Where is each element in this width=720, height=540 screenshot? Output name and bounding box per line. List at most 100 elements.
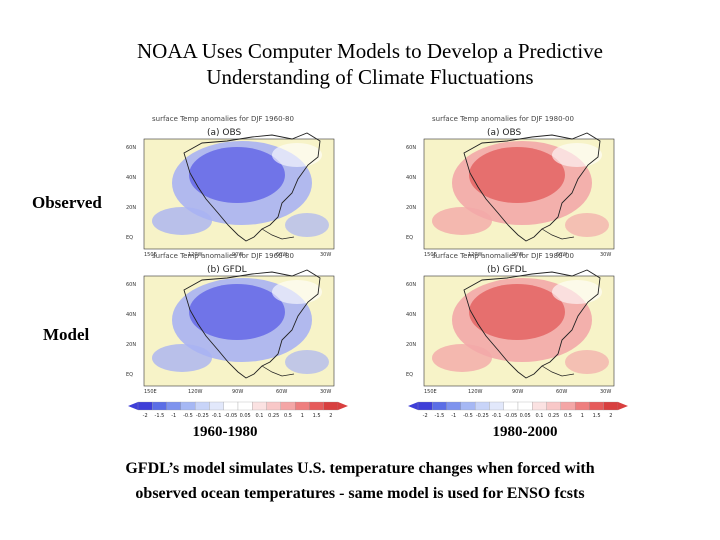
lon-tick-label: 120W xyxy=(188,252,203,258)
caption-line-2: observed ocean temperatures - same model… xyxy=(135,485,585,502)
map-obs-1960-1980: surface Temp anomalies for DJF 1960-80 (a… xyxy=(122,113,342,258)
map-header: surface Temp anomalies for DJF 1960-80 xyxy=(152,252,294,260)
anomaly-region xyxy=(565,350,609,374)
period-right: 1980-2000 xyxy=(492,424,558,440)
anomaly-region xyxy=(552,143,602,167)
colorbar-swatch xyxy=(194,401,210,411)
colorbar-swatch xyxy=(166,401,182,411)
lon-tick-label: 60W xyxy=(276,252,287,258)
map-panel-tag: (b) GFDL xyxy=(207,265,247,275)
map-svg-model-warm: surface Temp anomalies for DJF 1980-00 (b… xyxy=(406,252,615,395)
coastline xyxy=(183,269,321,379)
colorbar-swatch xyxy=(560,401,576,411)
colorbar-swatch xyxy=(209,401,224,411)
lon-tick-label: 120W xyxy=(468,389,483,395)
colorbar-swatch xyxy=(574,401,590,411)
colorbar-swatch xyxy=(152,401,167,411)
anomaly-region xyxy=(272,280,322,304)
map-model-1980-2000: surface Temp anomalies for DJF 1980-00 (b… xyxy=(402,250,622,395)
lon-tick-label: 30W xyxy=(600,252,611,258)
map-header: surface Temp anomalies for DJF 1980-00 xyxy=(432,252,574,260)
anomaly-region xyxy=(552,280,602,304)
colorbar-tick-label: 0.05 xyxy=(520,413,531,418)
colorbar-swatch xyxy=(546,401,562,411)
colorbar-tick-label: -0.25 xyxy=(196,413,209,418)
lon-tick-label: 90W xyxy=(512,252,523,258)
colorbar-swatch xyxy=(294,401,310,411)
row-label-model: Model xyxy=(43,325,90,344)
colorbar-swatch xyxy=(446,401,462,411)
colorbar-swatch xyxy=(309,401,324,411)
anomaly-region xyxy=(432,207,492,235)
map-header: surface Temp anomalies for DJF 1980-00 xyxy=(432,115,574,123)
lat-tick-label: 20N xyxy=(126,342,136,348)
map-svg-obs-warm: surface Temp anomalies for DJF 1980-00 (a… xyxy=(406,115,615,258)
colorbar-arrow-right xyxy=(618,402,628,410)
coastline-caribbean xyxy=(541,365,575,377)
map-panel-tag: (b) GFDL xyxy=(487,265,527,275)
colorbar-swatch xyxy=(517,401,533,411)
lon-tick-label: 90W xyxy=(232,389,243,395)
map-header: surface Temp anomalies for DJF 1960-80 xyxy=(152,115,294,123)
colorbar-tick-label: -2 xyxy=(143,413,148,418)
colorbar-tick-label: -1 xyxy=(451,413,456,418)
lat-tick-label: EQ xyxy=(406,372,413,378)
anomaly-region xyxy=(285,213,329,237)
colorbar-swatch xyxy=(603,401,619,411)
colorbar-right: -2 -1.5 -1 -0.5 -0.25 -0.1 -0.05 0.05 0.1 0.25 0.5… xyxy=(408,398,628,419)
map-panel-tag: (a) OBS xyxy=(487,128,521,138)
map-svg-obs-cold: surface Temp anomalies for DJF 1960-80 (a… xyxy=(126,115,335,258)
colorbar-tick-label: -2 xyxy=(423,413,428,418)
colorbar-tick-label: 2 xyxy=(609,413,612,418)
colorbar-swatch xyxy=(460,401,476,411)
colorbar-swatch xyxy=(489,401,504,411)
colorbar-svg: -2 -1.5 -1 -0.5 -0.25 -0.1 -0.05 0.05 0.1 0.25 0.5… xyxy=(128,401,348,419)
coastline xyxy=(183,132,321,242)
title-line-2: Understanding of Climate Fluctuations xyxy=(206,65,534,89)
map-svg-model-cold: surface Temp anomalies for DJF 1960-80 (b… xyxy=(126,252,335,395)
map-obs-1980-2000: surface Temp anomalies for DJF 1980-00 (a… xyxy=(402,113,622,258)
coastline-caribbean xyxy=(261,228,295,240)
slide-title: NOAA Uses Computer Models to Develop a P… xyxy=(60,38,680,90)
coastline-caribbean xyxy=(541,228,575,240)
colorbar-tick-label: 0.25 xyxy=(548,413,559,418)
anomaly-region xyxy=(432,344,492,372)
anomaly-core xyxy=(189,147,285,203)
lat-tick-label: 60N xyxy=(126,282,136,288)
colorbar-tick-label: 0.25 xyxy=(268,413,279,418)
colorbar-tick-label: 1.5 xyxy=(593,413,601,418)
row-label-observed: Observed xyxy=(32,193,102,212)
colorbar-swatch xyxy=(589,401,604,411)
lat-tick-label: 20N xyxy=(406,205,416,211)
lon-tick-label: 90W xyxy=(232,252,243,258)
colorbar-tick-label: -1 xyxy=(171,413,176,418)
caption: GFDL’s model simulates U.S. temperature … xyxy=(40,456,680,506)
map-model-1960-1980: surface Temp anomalies for DJF 1960-80 (b… xyxy=(122,250,342,395)
colorbar-tick-label: 0.1 xyxy=(535,413,543,418)
anomaly-core xyxy=(469,147,565,203)
anomaly-region xyxy=(152,207,212,235)
colorbar-tick-label: -0.05 xyxy=(504,413,517,418)
lat-tick-label: 40N xyxy=(406,175,416,181)
lon-tick-label: 30W xyxy=(320,389,331,395)
anomaly-region xyxy=(565,213,609,237)
colorbar-tick-label: -1.5 xyxy=(155,413,165,418)
lon-tick-label: 60W xyxy=(556,252,567,258)
lat-tick-label: EQ xyxy=(406,235,413,241)
lat-tick-label: EQ xyxy=(126,235,133,241)
colorbar-swatch xyxy=(432,401,447,411)
colorbar-tick-label: 0.5 xyxy=(564,413,572,418)
colorbar-tick-label: -0.1 xyxy=(212,413,222,418)
colorbar-tick-label: 0.1 xyxy=(255,413,263,418)
colorbar-tick-label: -1.5 xyxy=(435,413,445,418)
colorbar-tick-label: -0.5 xyxy=(463,413,473,418)
colorbar-swatch xyxy=(252,401,267,411)
lat-tick-label: EQ xyxy=(126,372,133,378)
lon-tick-label: 120W xyxy=(188,389,203,395)
colorbar-swatch xyxy=(280,401,296,411)
colorbar-arrow-left xyxy=(128,402,138,410)
lon-tick-label: 30W xyxy=(320,252,331,258)
colorbar-svg: -2 -1.5 -1 -0.5 -0.25 -0.1 -0.05 0.05 0.1 0.25 0.5… xyxy=(408,401,628,419)
colorbar-swatch xyxy=(266,401,282,411)
colorbar-tick-label: -0.25 xyxy=(476,413,489,418)
